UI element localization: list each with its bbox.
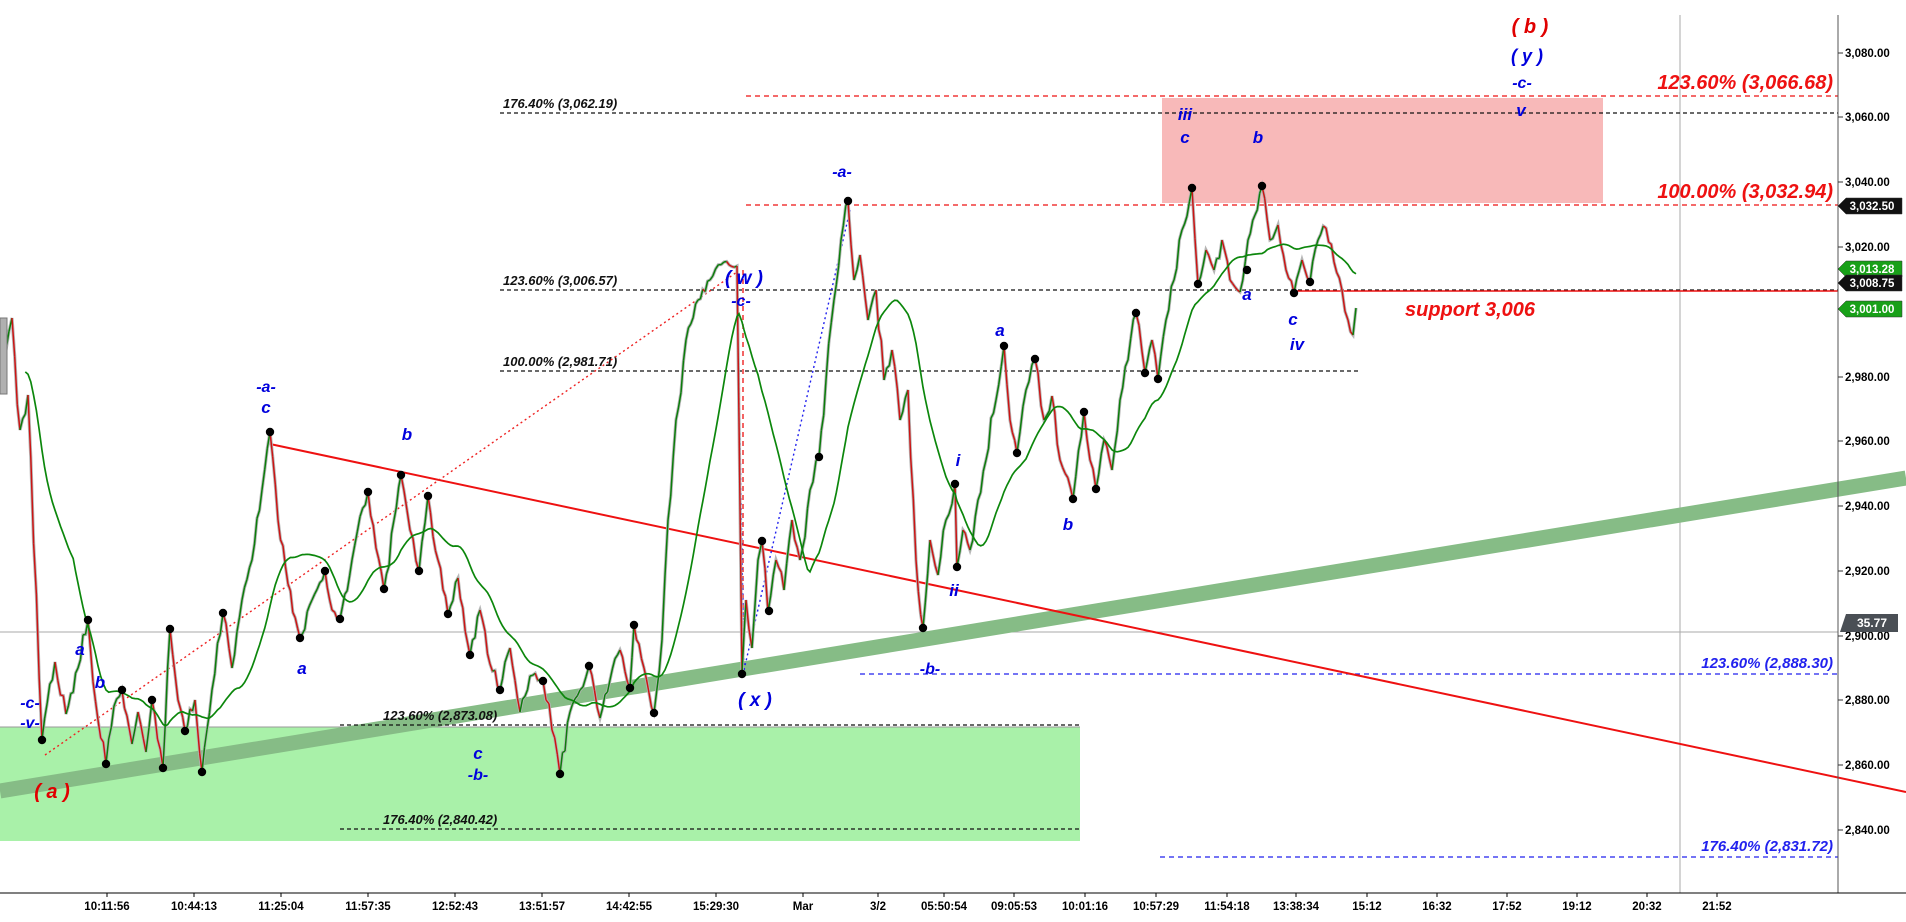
wave-label-x-13: ( x ) [738, 690, 772, 711]
svg-text:3/2: 3/2 [870, 901, 886, 913]
pivot-dots [37, 181, 1315, 779]
fib-label-3: 123.60% (2,873.08) [383, 708, 497, 723]
wave-label-a-23: a [1242, 285, 1251, 304]
svg-text:13:51:57: 13:51:57 [519, 901, 565, 913]
time-axis-labels[interactable]: 10:11:56 10:44:13 11:25:04 11:57:35 12:52:43… [84, 893, 1732, 913]
svg-text:11:57:35: 11:57:35 [345, 901, 391, 913]
svg-text:3,008.75: 3,008.75 [1850, 278, 1895, 290]
wave-label-c-12: -c- [731, 293, 751, 310]
price-tag-301328: 3,013.28 [1837, 260, 1903, 278]
svg-text:11:54:18: 11:54:18 [1204, 901, 1250, 913]
green-trend-band [0, 470, 1906, 799]
wave-label-iv-25: iv [1290, 335, 1306, 354]
svg-text:20:32: 20:32 [1632, 901, 1661, 913]
wave-label-a-7: a [297, 659, 306, 678]
red-declining-trendline[interactable] [269, 443, 1906, 793]
svg-text:3,020.00: 3,020.00 [1845, 242, 1890, 254]
svg-text:3,032.50: 3,032.50 [1850, 201, 1895, 213]
wave-label-b-19: -b- [920, 661, 940, 678]
wave-label-c-0: -c- [20, 695, 40, 712]
svg-text:3,013.28: 3,013.28 [1850, 264, 1895, 276]
price-tag-300100: 3,001.00 [1837, 300, 1903, 318]
svg-text:05:50:54: 05:50:54 [921, 901, 968, 913]
wave-label-iii-20: iii [1178, 105, 1193, 124]
svg-text:16:32: 16:32 [1422, 901, 1451, 913]
wave-label-a-14: -a- [832, 164, 852, 181]
wave-label-c-21: c [1180, 128, 1190, 147]
fib-label-0: 176.40% (3,062.19) [503, 96, 617, 111]
svg-text:13:38:34: 13:38:34 [1273, 901, 1320, 913]
svg-text:19:12: 19:12 [1562, 901, 1591, 913]
svg-text:14:42:55: 14:42:55 [606, 901, 653, 913]
wave-label-b-26: ( b ) [1512, 16, 1549, 38]
svg-text:2,840.00: 2,840.00 [1845, 825, 1890, 837]
svg-text:2,860.00: 2,860.00 [1845, 760, 1890, 772]
svg-text:15:29:30: 15:29:30 [693, 901, 739, 913]
svg-text:3,080.00: 3,080.00 [1845, 48, 1890, 60]
fib-label-5: 123.60% (3,066.68) [1657, 72, 1833, 94]
svg-text:2,980.00: 2,980.00 [1845, 372, 1890, 384]
wave-label-v-1: -v- [20, 715, 40, 732]
svg-text:10:01:16: 10:01:16 [1062, 901, 1108, 913]
svg-text:10:11:56: 10:11:56 [84, 901, 129, 913]
svg-text:Mar: Mar [793, 901, 814, 913]
svg-text:35.77: 35.77 [1857, 616, 1887, 630]
wave-label-a-5: -a- [256, 379, 276, 396]
wave-label-i-16: i [956, 451, 962, 470]
svg-text:12:52:43: 12:52:43 [432, 901, 478, 913]
svg-text:10:57:29: 10:57:29 [1133, 901, 1179, 913]
wave-label-c-28: -c- [1512, 75, 1532, 92]
svg-text:09:05:53: 09:05:53 [991, 901, 1037, 913]
wave-label-y-27: ( y ) [1511, 46, 1543, 66]
wave-label-a-3: a [75, 640, 84, 659]
support-label: support 3,006 [1405, 299, 1536, 321]
price-tag-300875: 3,008.75 [1837, 274, 1903, 292]
wave-label-b-4: b [95, 673, 105, 692]
left-scroll-nub[interactable] [0, 317, 8, 395]
wave-label-a-15: a [995, 321, 1004, 340]
svg-text:3,060.00: 3,060.00 [1845, 112, 1890, 124]
svg-text:11:25:04: 11:25:04 [258, 901, 304, 913]
fib-label-8: 176.40% (2,831.72) [1701, 838, 1833, 855]
target-zone-upper [1162, 98, 1603, 203]
price-tag-303250: 3,032.50 [1837, 197, 1903, 215]
svg-text:3,040.00: 3,040.00 [1845, 177, 1890, 189]
wave-label-b-18: b [1063, 515, 1073, 534]
blue-dotted-x-to-a[interactable] [743, 209, 851, 671]
svg-text:2,880.00: 2,880.00 [1845, 695, 1890, 707]
svg-text:3,001.00: 3,001.00 [1850, 304, 1895, 316]
price-axis-labels[interactable]: 3,080.00 3,060.00 3,040.00 3,020.00 2,980.00… [1838, 48, 1890, 837]
svg-text:2,940.00: 2,940.00 [1845, 501, 1890, 513]
svg-text:21:52: 21:52 [1702, 901, 1731, 913]
svg-text:2,900.00: 2,900.00 [1845, 631, 1890, 643]
svg-text:15:12: 15:12 [1352, 901, 1381, 913]
fib-label-6: 100.00% (3,032.94) [1657, 181, 1833, 203]
wave-label-c-6: c [261, 398, 271, 417]
fib-label-2: 100.00% (2,981.71) [503, 354, 617, 369]
svg-text:2,920.00: 2,920.00 [1845, 566, 1890, 578]
indicator-value-badge: 35.77 [1840, 614, 1898, 632]
wave-label-b-8: b [402, 425, 412, 444]
wave-label-b-22: b [1253, 128, 1263, 147]
wave-label-c-24: c [1288, 310, 1298, 329]
fib-label-4: 176.40% (2,840.42) [383, 812, 497, 827]
wave-label-ii-17: ii [949, 581, 960, 600]
svg-text:17:52: 17:52 [1492, 901, 1521, 913]
wave-label-c-9: c [473, 744, 483, 763]
wave-label-a-2: ( a ) [34, 781, 70, 803]
red-dotted-rising[interactable] [44, 271, 738, 756]
svg-text:2,960.00: 2,960.00 [1845, 436, 1890, 448]
moving-average-line [24, 243, 1357, 727]
svg-text:10:44:13: 10:44:13 [171, 901, 217, 913]
wave-label-w-11: ( w ) [725, 268, 763, 289]
fib-label-1: 123.60% (3,006.57) [503, 273, 617, 288]
wave-label-v-29: v [1516, 101, 1527, 120]
support-zone-lower [0, 727, 1080, 841]
fib-label-7: 123.60% (2,888.30) [1701, 655, 1833, 672]
wave-label-b-10: -b- [468, 767, 488, 784]
